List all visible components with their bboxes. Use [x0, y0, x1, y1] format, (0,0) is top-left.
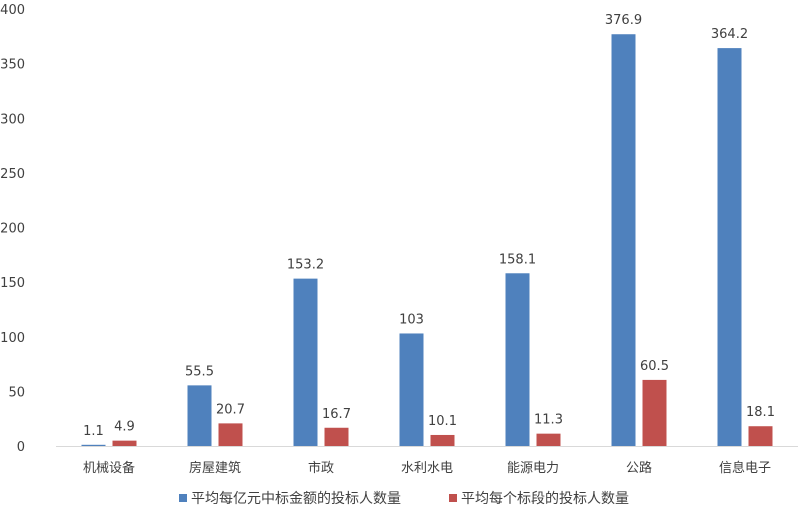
- legend-label: 平均每个标段的投标人数量: [461, 491, 629, 507]
- data-label: 364.2: [711, 27, 748, 42]
- bar-series1: [717, 48, 742, 446]
- legend-swatch: [179, 494, 187, 502]
- y-tick-label: 200: [0, 222, 25, 237]
- y-tick-label: 300: [0, 112, 25, 127]
- data-label: 60.5: [640, 359, 669, 374]
- data-label: 10.1: [428, 414, 457, 429]
- x-tick-label: 能源电力: [507, 461, 559, 476]
- x-tick-label: 机械设备: [83, 460, 135, 476]
- x-tick-label: 市政: [308, 460, 334, 476]
- data-label: 16.7: [322, 407, 351, 422]
- bar-series1: [611, 34, 636, 446]
- y-tick-label: 50: [8, 385, 25, 400]
- legend: 平均每亿元中标金额的投标人数量 平均每个标段的投标人数量: [179, 491, 629, 507]
- x-tick-label: 房屋建筑: [189, 460, 241, 476]
- data-label: 103: [399, 312, 424, 327]
- data-labels: 1.1 4.9 55.5 20.7 153.2 16.7 103 10.1 158.1 11.3 3…: [83, 13, 775, 439]
- bar-series2: [748, 426, 773, 446]
- legend-label: 平均每亿元中标金额的投标人数量: [191, 491, 401, 507]
- bar-series1: [399, 333, 424, 446]
- bar-series1: [505, 273, 530, 446]
- bar-series1: [81, 444, 106, 446]
- x-tick-label: 水利水电: [401, 461, 453, 476]
- bar-series2: [536, 433, 561, 446]
- data-label: 20.7: [216, 402, 245, 417]
- y-tick-label: 350: [0, 58, 25, 73]
- data-label: 376.9: [605, 13, 642, 28]
- data-label: 1.1: [83, 424, 104, 439]
- bar-series2: [112, 440, 137, 446]
- bar-series2: [430, 434, 455, 446]
- bar-series2: [324, 427, 349, 446]
- y-tick-label: 150: [0, 276, 25, 291]
- data-label: 158.1: [499, 252, 536, 267]
- bars: [81, 34, 773, 446]
- data-label: 11.3: [534, 413, 563, 428]
- x-axis-tick-labels: 机械设备 房屋建筑 市政 水利水电 能源电力 公路 信息电子: [83, 460, 771, 476]
- y-tick-label: 0: [17, 440, 25, 455]
- y-tick-label: 100: [0, 331, 25, 346]
- x-tick-label: 公路: [626, 460, 652, 476]
- data-label: 4.9: [114, 420, 135, 435]
- bar-series2: [218, 423, 243, 446]
- legend-swatch: [449, 494, 457, 502]
- bar-series2: [642, 379, 667, 446]
- bar-series1: [293, 278, 318, 446]
- y-tick-label: 250: [0, 167, 25, 182]
- data-label: 18.1: [746, 405, 775, 420]
- data-label: 153.2: [287, 258, 324, 273]
- data-label: 55.5: [185, 364, 214, 379]
- y-axis: 0 50 100 150 200 250 300 350 400: [0, 3, 25, 455]
- x-tick-label: 信息电子: [719, 460, 771, 476]
- bar-series1: [187, 385, 212, 446]
- y-tick-label: 400: [0, 3, 25, 18]
